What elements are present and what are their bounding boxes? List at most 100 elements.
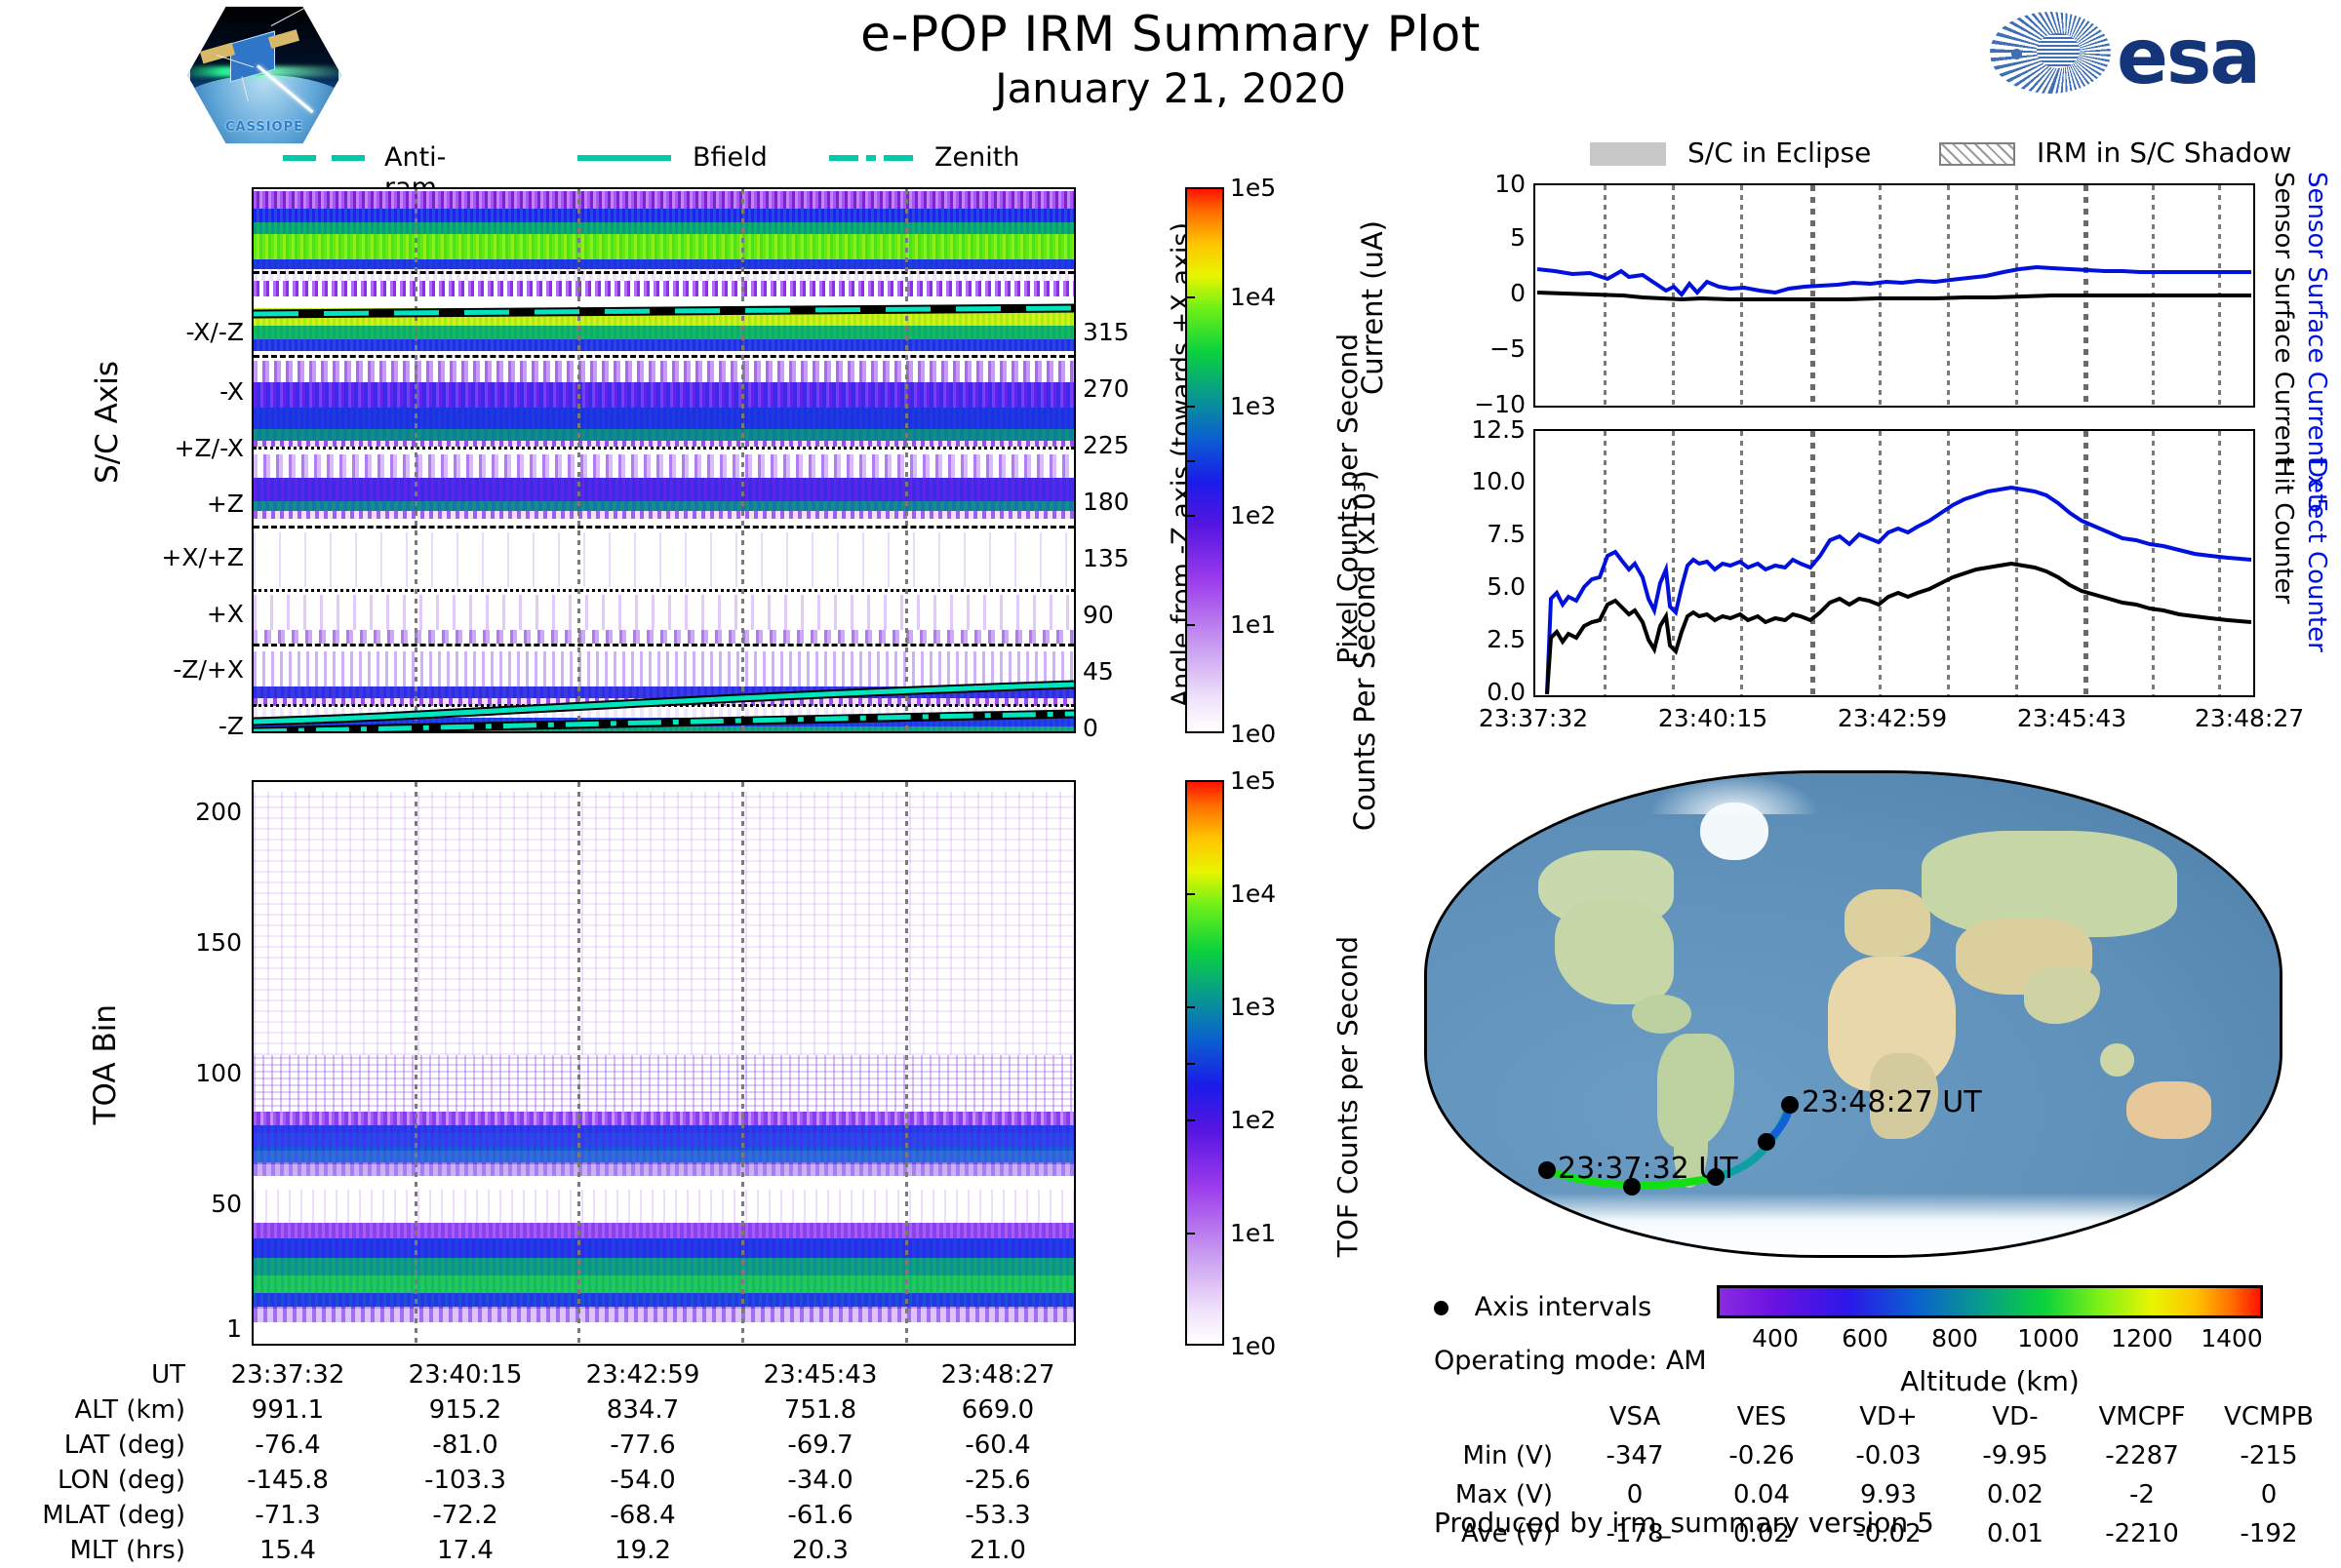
row-label: UT [151,1360,185,1390]
colorbar-tick: 1e3 [1230,993,1277,1021]
sc-axis-tick: -X/-Z [185,318,244,346]
table-row: LON (deg) -145.8 -103.3 -54.0 -34.0 -25.… [0,1463,1087,1498]
table-row: UT 23:37:32 23:40:15 23:42:59 23:45:43 2… [0,1357,1087,1392]
row-label: MLT (hrs) [69,1536,186,1565]
cell: -2210 [2105,1519,2179,1548]
table-row: Min (V) -347 -0.26 -0.03 -9.95 -2287 -21… [1436,1437,2331,1474]
cell: -178 [1606,1519,1664,1548]
colorbar-tick: 1e0 [1230,720,1277,748]
counts-panel[interactable] [1533,429,2255,697]
toa-panel[interactable] [252,780,1076,1346]
sc-axis-tick: +Z/-X [174,434,244,462]
cell: -0.03 [1855,1441,1922,1470]
ytick: 12.5 [1471,415,1526,444]
counts-right-label-blue: Detect Counter [2302,458,2331,652]
cell: 21.0 [970,1536,1026,1565]
esa-logo: esa [1990,8,2312,101]
cell: -54.0 [610,1466,676,1495]
eclipse-legend: S/C in Eclipse IRM in S/C Shadow [1483,137,2321,176]
spectrogram-right-ticks: 315 270 225 180 135 90 45 0 [1083,187,1200,742]
ytick: 5 [1510,223,1526,252]
xtick: 23:40:15 [1657,704,1768,732]
cell: -192 [2240,1519,2298,1548]
colorbar-tick: 1e0 [1230,1332,1277,1360]
colorbar-tick: 1e1 [1230,610,1277,639]
angle-tick: 315 [1083,318,1130,346]
ytick: 0 [1510,279,1526,307]
colorbar-tick: 1e4 [1230,880,1277,908]
cell: 751.8 [783,1395,857,1425]
row-label: LON (deg) [57,1466,185,1495]
cell: 23:40:15 [408,1360,523,1390]
table-row: ALT (km) 991.1 915.2 834.7 751.8 669.0 [0,1392,1087,1428]
toa-tick: 100 [195,1059,242,1087]
angle-tick: 90 [1083,601,1114,629]
cell: -53.3 [965,1501,1031,1530]
axis-interval-dot-icon [1434,1301,1448,1315]
counts-series [1545,485,2252,695]
colorbar-tick: 1e5 [1230,766,1277,795]
xtick: 23:37:32 [1478,704,1589,732]
esa-wordmark: esa [2117,14,2261,101]
table-row: MLT (hrs) 15.4 17.4 19.2 20.3 21.0 [0,1533,1087,1568]
orbit-map[interactable]: 23:37:32 UT 23:48:27 UT [1424,770,2282,1258]
ytick: 7.5 [1487,520,1526,548]
axis-intervals-legend: Axis intervals [1434,1292,1651,1322]
cell: 915.2 [428,1395,502,1425]
cell: -68.4 [610,1501,676,1530]
angle-tick: 270 [1083,374,1130,403]
xtick: 23:42:59 [1837,704,1948,732]
cell: -347 [1606,1441,1664,1470]
current-ylabel: Current (uA) [1356,220,1389,395]
cell: 0.01 [1987,1519,2043,1548]
row-label: Ave (V) [1461,1519,1553,1548]
toa-tick: 150 [195,928,242,957]
cell: 0.02 [1987,1480,2043,1509]
cell: -9.95 [1982,1441,2048,1470]
column-header: VCMPB [2224,1402,2314,1431]
colorbar-tick: 1e2 [1230,1106,1277,1134]
voltage-table: VSA VES VD+ VD- VMCPF VCMPB Min (V) -347… [1434,1396,2333,1554]
colorbar-tick: 1e2 [1230,501,1277,529]
altitude-tick: 1400 [2201,1324,2263,1352]
angle-tick: 0 [1083,714,1098,742]
ytick: 5.0 [1487,572,1526,601]
cell: 0.04 [1733,1480,1790,1509]
current-right-label-black: Sensor Surface Current [2269,172,2298,467]
colorbar-label: TOF Counts per Second [1331,936,1364,1258]
table-row: LAT (deg) -76.4 -81.0 -77.6 -69.7 -60.4 [0,1428,1087,1463]
cell: -60.4 [965,1431,1031,1460]
xtick: 23:48:27 [2194,704,2305,732]
cell: -34.0 [787,1466,853,1495]
table-row: Max (V) 0 0.04 9.93 0.02 -2 0 [1436,1476,2331,1513]
page-subtitle: January 21, 2020 [995,64,1346,112]
counts-yticks: 12.5 10.0 7.5 5.0 2.5 0.0 [1385,415,1526,706]
cassiope-mission-patch-icon: CASSIOPE [187,4,353,150]
cell: 0.02 [1733,1519,1790,1548]
orbit-parameter-table: UT 23:37:32 23:40:15 23:42:59 23:45:43 2… [0,1357,1170,1568]
cell: 15.4 [259,1536,316,1565]
altitude-tick: 600 [1842,1324,1888,1352]
sc-axis-tick: -Z/+X [173,655,244,684]
cell: 834.7 [606,1395,680,1425]
altitude-tick: 1000 [2017,1324,2080,1352]
row-label: Min (V) [1462,1441,1553,1470]
cell: 19.2 [615,1536,671,1565]
counts-ylabel: Counts Per Second (x10³) [1348,470,1381,832]
track-start-label: 23:37:32 UT [1558,1152,1738,1186]
cell: 0 [1626,1480,1644,1509]
spectrogram-left-ticks: -X/-Z -X +Z/-X +Z +X/+Z +X -Z/+X -Z [0,187,244,740]
cell: 991.1 [251,1395,325,1425]
colorbar-tick: 1e1 [1230,1219,1277,1247]
cell: 669.0 [961,1395,1035,1425]
cell: 17.4 [437,1536,494,1565]
cell: -77.6 [610,1431,676,1460]
row-label: LAT (deg) [63,1431,185,1460]
spectrogram-panel[interactable] [252,187,1076,733]
sc-axis-tick: +X/+Z [161,543,244,571]
current-panel[interactable] [1533,183,2255,408]
track-end-label: 23:48:27 UT [1802,1085,1982,1119]
ytick: −10 [1474,390,1526,418]
legend-label-bfield: Bfield [693,142,768,173]
toa-tick: 200 [195,798,242,826]
